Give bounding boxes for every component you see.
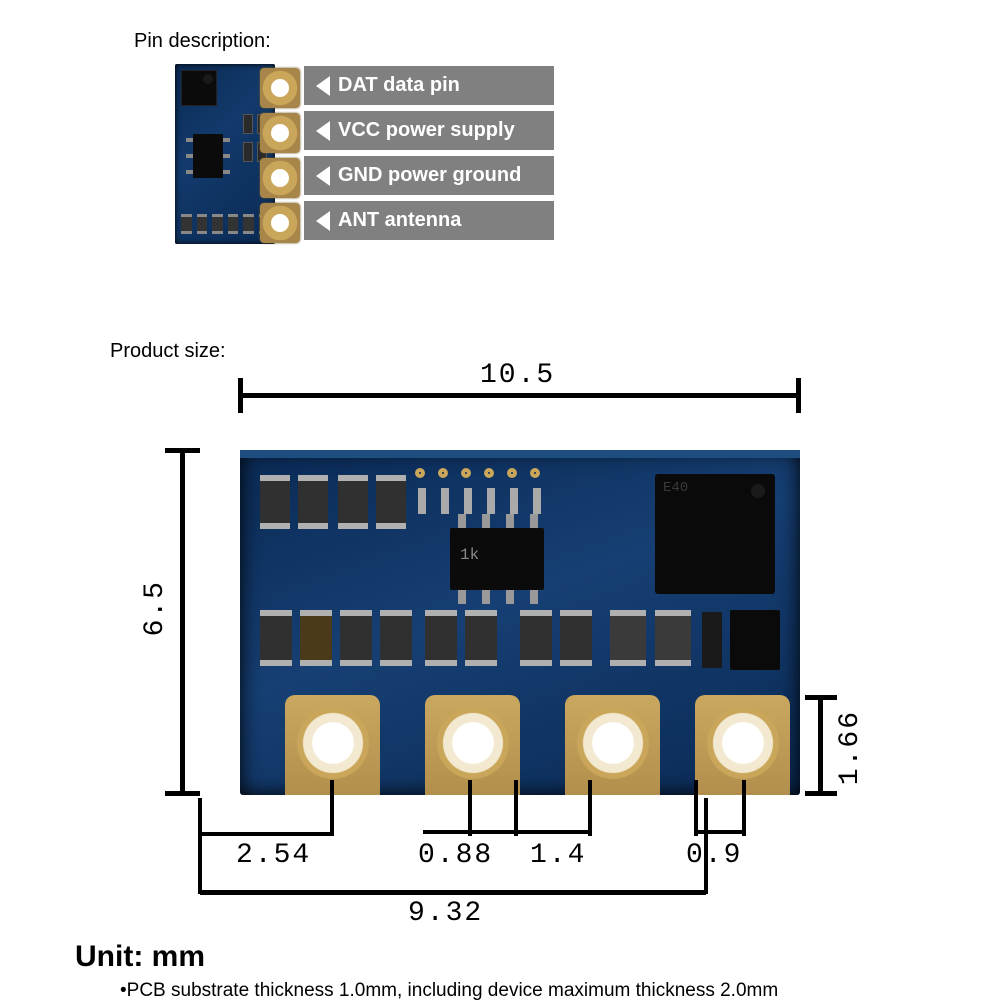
pin-label-gnd: GND power ground bbox=[304, 156, 554, 195]
chip-soic-icon bbox=[193, 134, 223, 178]
pad-vcc-icon bbox=[260, 113, 300, 153]
pin-label-ant: ANT antenna bbox=[304, 201, 554, 240]
dim-value-width: 10.5 bbox=[480, 360, 555, 391]
section-title-pins: Pin description: bbox=[134, 30, 271, 53]
pin-label-text: GND power ground bbox=[338, 164, 521, 187]
smd-row-icon bbox=[181, 214, 269, 234]
chip-main-icon bbox=[655, 474, 775, 594]
unit-label: Unit: mm bbox=[75, 940, 205, 974]
pin-label-text: ANT antenna bbox=[338, 209, 461, 232]
dimension-diagram: 10.5 6.5 1.66 2.54 0.88 1.4 bbox=[60, 370, 940, 930]
pin-label-text: DAT data pin bbox=[338, 74, 460, 97]
dim-cap bbox=[805, 791, 837, 796]
dim-cap bbox=[805, 695, 837, 700]
dim-cap bbox=[165, 448, 200, 453]
dim-value-pad-width: 1.4 bbox=[530, 840, 586, 871]
dim-cap bbox=[238, 378, 243, 413]
dim-value-gap: 0.88 bbox=[418, 840, 493, 871]
dim-line-height bbox=[180, 450, 185, 795]
dim-value-row-width: 9.32 bbox=[408, 898, 483, 929]
capacitor-icon bbox=[730, 610, 780, 670]
arrow-left-icon bbox=[316, 76, 330, 96]
arrow-left-icon bbox=[316, 166, 330, 186]
dim-line bbox=[200, 832, 331, 836]
pad-ant-icon bbox=[260, 203, 300, 243]
dim-cap bbox=[796, 378, 801, 413]
arrow-left-icon bbox=[316, 211, 330, 231]
pad-gnd-icon bbox=[260, 158, 300, 198]
dim-line bbox=[516, 830, 589, 834]
dim-line bbox=[696, 830, 743, 834]
solder-pad-icon bbox=[425, 695, 520, 795]
arrow-left-icon bbox=[316, 121, 330, 141]
dim-line bbox=[423, 830, 515, 834]
dim-line-width bbox=[240, 393, 800, 398]
chip-soic-large-icon bbox=[450, 528, 544, 590]
thickness-note: •PCB substrate thickness 1.0mm, includin… bbox=[120, 980, 778, 1002]
solder-pad-icon bbox=[565, 695, 660, 795]
chip-square-icon bbox=[181, 70, 217, 106]
dim-value-height: 6.5 bbox=[140, 580, 171, 636]
dim-line-pad-height bbox=[818, 697, 823, 795]
pad-dat-icon bbox=[260, 68, 300, 108]
pin-label-dat: DAT data pin bbox=[304, 66, 554, 105]
dim-value-pitch: 2.54 bbox=[236, 840, 311, 871]
pin-label-vcc: VCC power supply bbox=[304, 111, 554, 150]
pin-label-text: VCC power supply bbox=[338, 119, 515, 142]
dim-line bbox=[200, 890, 706, 895]
dim-cap bbox=[165, 791, 200, 796]
section-title-size: Product size: bbox=[110, 340, 226, 363]
pcb-large bbox=[240, 450, 800, 795]
dim-value-edge: 0.9 bbox=[686, 840, 742, 871]
dim-value-pad-height: 1.66 bbox=[835, 710, 866, 785]
